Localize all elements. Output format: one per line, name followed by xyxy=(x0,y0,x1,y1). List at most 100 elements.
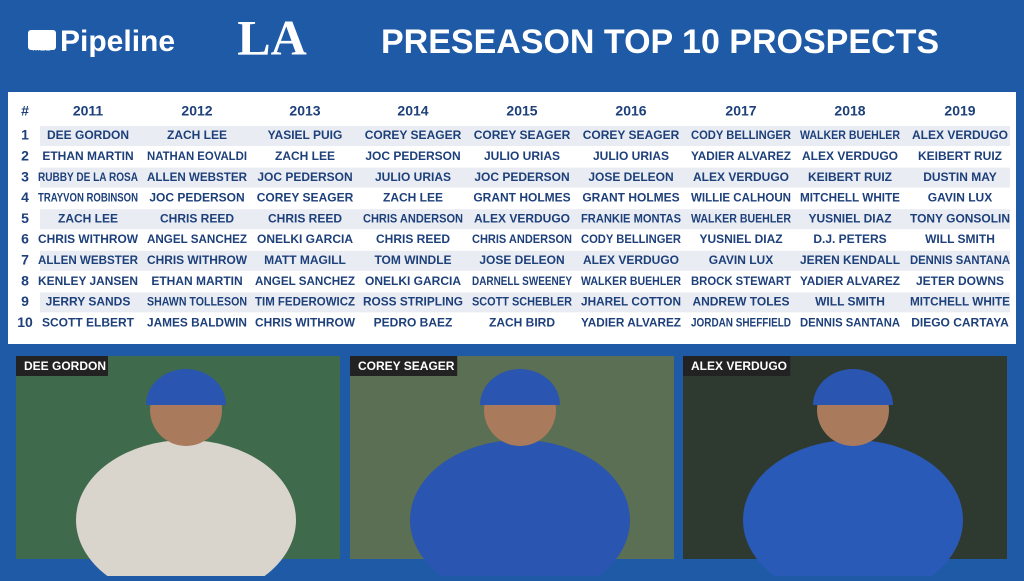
prospect-name: ALEX VERDUGO xyxy=(583,253,679,267)
prospect-name: DARNELL SWEENEY xyxy=(472,274,572,288)
prospect-name: NATHAN EOVALDI xyxy=(147,149,247,163)
player-body xyxy=(410,440,630,581)
prospect-name: MITCHELL WHITE xyxy=(910,295,1010,309)
prospect-name: CHRIS ANDERSON xyxy=(472,232,572,246)
prospect-name: ETHAN MARTIN xyxy=(151,274,242,288)
rank: 1 xyxy=(21,127,29,143)
prospect-name: TONY GONSOLIN xyxy=(910,211,1010,225)
title: PRESEASON TOP 10 PROSPECTS xyxy=(381,23,939,61)
prospect-name: YASIEL PUIG xyxy=(268,128,343,142)
prospect-name: YADIER ALVAREZ xyxy=(581,315,681,329)
prospect-name: ANGEL SANCHEZ xyxy=(147,232,247,246)
rank: 8 xyxy=(21,272,29,288)
prospect-name: ZACH LEE xyxy=(58,211,118,225)
rank: 5 xyxy=(21,210,29,226)
prospect-name: DEE GORDON xyxy=(47,128,129,142)
prospect-name: JOSE DELEON xyxy=(479,253,564,267)
prospect-name: CHRIS REED xyxy=(160,211,234,225)
prospect-name: MATT MAGILL xyxy=(264,253,346,267)
prospect-name: YADIER ALVAREZ xyxy=(691,149,791,163)
prospect-name: ONELKI GARCIA xyxy=(257,232,353,246)
prospect-name: MITCHELL WHITE xyxy=(800,191,900,205)
caption-box xyxy=(16,356,108,376)
prospect-name: KEIBERT RUIZ xyxy=(808,170,892,184)
column-header: # xyxy=(21,103,29,119)
prospect-name: GRANT HOLMES xyxy=(473,191,570,205)
prospect-name: COREY SEAGER xyxy=(365,128,462,142)
prospect-name: ANGEL SANCHEZ xyxy=(255,274,355,288)
rank: 2 xyxy=(21,148,29,164)
prospect-name: PEDRO BAEZ xyxy=(374,315,453,329)
prospect-name: GRANT HOLMES xyxy=(582,191,679,205)
prospect-name: JULIO URIAS xyxy=(484,149,560,163)
prospect-name: YADIER ALVAREZ xyxy=(800,274,900,288)
mlb-label: MLB xyxy=(32,42,52,52)
column-header: 2018 xyxy=(834,103,865,119)
prospect-name: DENNIS SANTANA xyxy=(910,253,1010,267)
prospect-name: CODY BELLINGER xyxy=(581,232,681,246)
prospect-name: CHRIS WITHROW xyxy=(255,315,356,329)
prospect-name: CODY BELLINGER xyxy=(691,128,791,142)
prospect-name: ROSS STRIPLING xyxy=(363,295,463,309)
prospect-name: BROCK STEWART xyxy=(691,274,792,288)
prospect-name: JOC PEDERSON xyxy=(257,170,352,184)
prospect-name: COREY SEAGER xyxy=(257,191,354,205)
caption-box xyxy=(350,356,458,376)
column-header: 2013 xyxy=(289,103,320,119)
prospect-name: WILL SMITH xyxy=(925,232,995,246)
prospect-name: YUSNIEL DIAZ xyxy=(699,232,782,246)
prospect-name: ETHAN MARTIN xyxy=(42,149,133,163)
brand: Pipeline xyxy=(60,25,175,58)
helmet xyxy=(813,369,893,405)
prospect-name: JAMES BALDWIN xyxy=(147,315,247,329)
prospect-name: ANDREW TOLES xyxy=(692,295,789,309)
prospect-name: ZACH LEE xyxy=(167,128,227,142)
prospect-name: ZACH BIRD xyxy=(489,315,555,329)
rank: 9 xyxy=(21,293,29,309)
mlb-badge xyxy=(28,30,56,50)
rank: 7 xyxy=(21,252,29,268)
prospect-name: JULIO URIAS xyxy=(593,149,669,163)
prospect-name: KEIBERT RUIZ xyxy=(918,149,1002,163)
prospect-name: WALKER BUEHLER xyxy=(691,211,791,225)
helmet xyxy=(146,369,226,405)
prospect-name: CHRIS WITHROW xyxy=(38,232,139,246)
column-header: 2017 xyxy=(725,103,756,119)
prospect-name: JULIO URIAS xyxy=(375,170,451,184)
prospect-name: TRAYVON ROBINSON xyxy=(38,191,138,205)
column-header: 2016 xyxy=(615,103,646,119)
prospect-name: WILLIE CALHOUN xyxy=(691,191,791,205)
prospect-name: DENNIS SANTANA xyxy=(800,315,900,329)
prospect-name: WILL SMITH xyxy=(815,295,885,309)
prospect-name: ALEX VERDUGO xyxy=(912,128,1008,142)
prospect-name: DUSTIN MAY xyxy=(923,170,997,184)
rank: 10 xyxy=(17,314,33,330)
prospect-name: TIM FEDEROWICZ xyxy=(255,295,355,309)
row-stripe xyxy=(40,167,1010,188)
column-header: 2012 xyxy=(181,103,212,119)
prospect-name: COREY SEAGER xyxy=(583,128,680,142)
column-header: 2019 xyxy=(944,103,975,119)
prospect-name: SHAWN TOLLESON xyxy=(147,295,247,309)
prospect-name: JORDAN SHEFFIELD xyxy=(691,315,791,329)
row-stripe xyxy=(40,250,1010,271)
prospect-name: SCOTT SCHEBLER xyxy=(472,295,572,309)
prospect-name: FRANKIE MONTAS xyxy=(581,211,681,225)
rank: 4 xyxy=(21,189,29,205)
prospect-name: CHRIS WITHROW xyxy=(147,253,248,267)
prospect-name: CHRIS REED xyxy=(376,232,450,246)
rank: 3 xyxy=(21,168,29,184)
row-stripe xyxy=(40,209,1010,230)
prospect-name: ALLEN WEBSTER xyxy=(38,253,138,267)
column-header: 2015 xyxy=(506,103,537,119)
prospect-name: RUBBY DE LA ROSA xyxy=(38,170,138,184)
prospect-name: ALEX VERDUGO xyxy=(693,170,789,184)
prospect-name: JOC PEDERSON xyxy=(365,149,460,163)
helmet xyxy=(480,369,560,405)
team-logo: LA xyxy=(237,9,306,65)
prospect-name: ONELKI GARCIA xyxy=(365,274,461,288)
photo-caption: DEE GORDON xyxy=(24,359,106,373)
row-stripe xyxy=(40,126,1010,146)
prospect-name: D.J. PETERS xyxy=(813,232,886,246)
